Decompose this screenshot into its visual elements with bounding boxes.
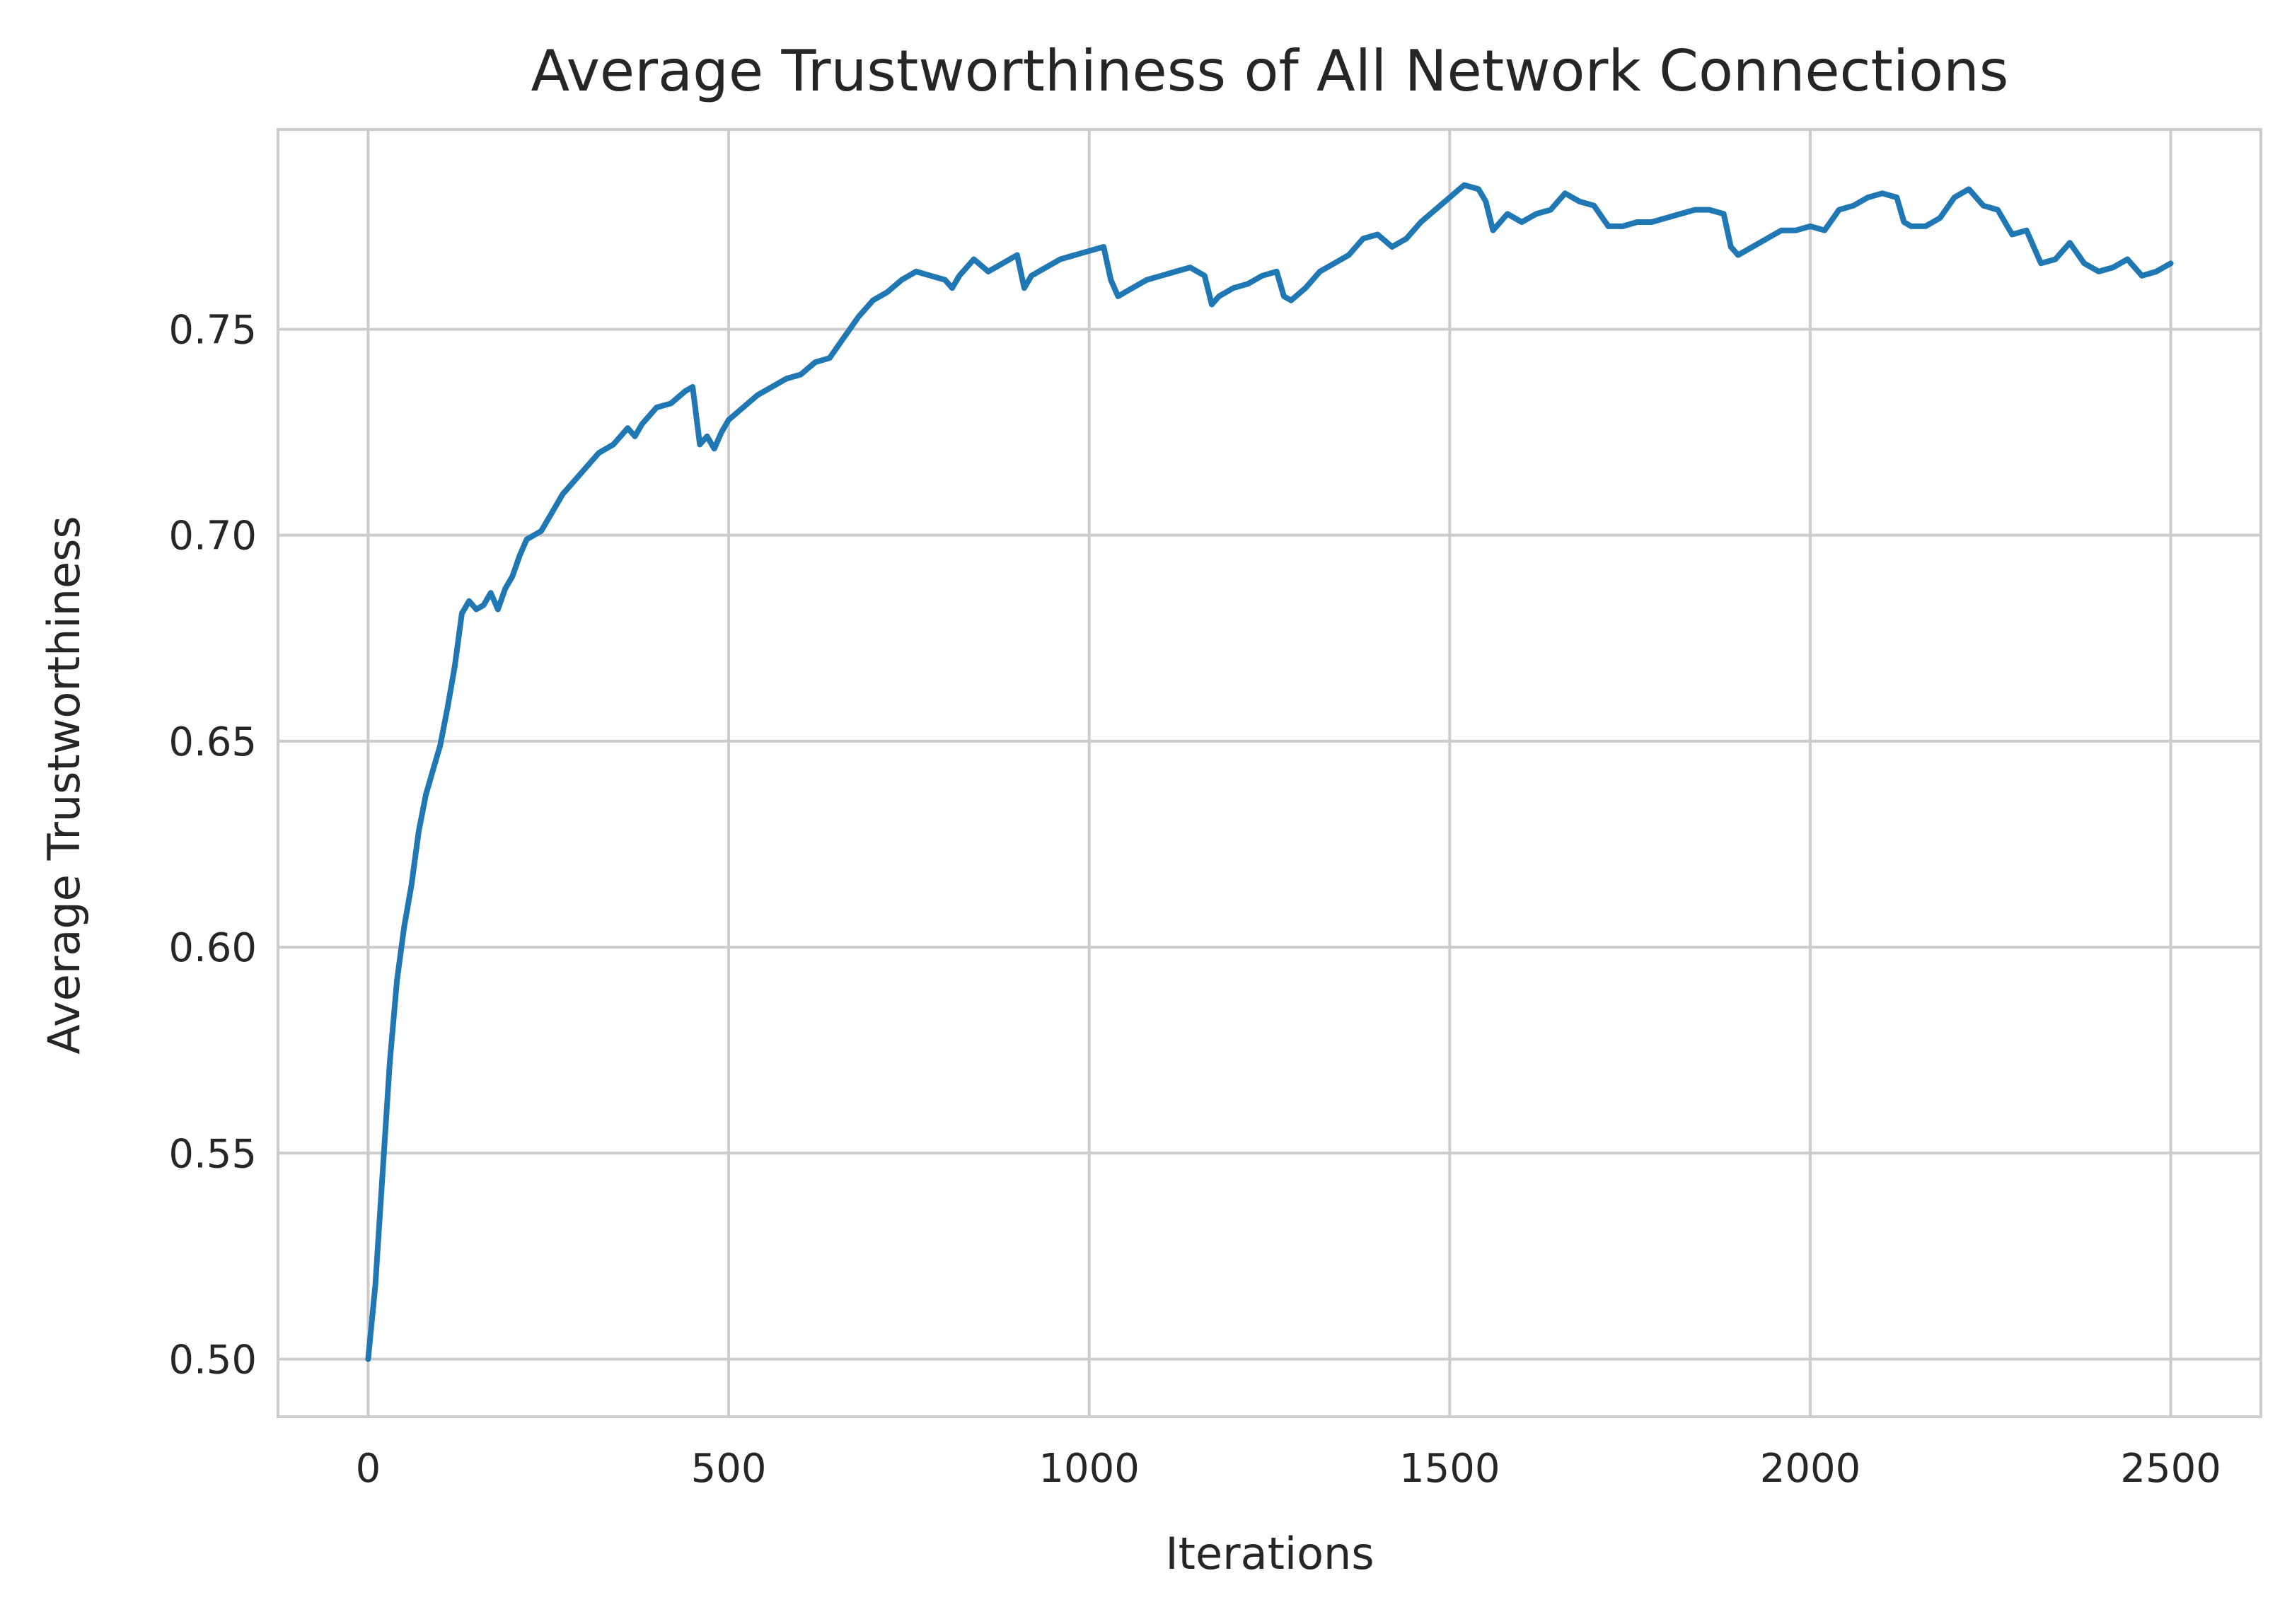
x-grid (366, 129, 2172, 1417)
y-tick-label: 0.60 (168, 925, 257, 971)
y-tick-labels: 0.50 0.55 0.60 0.65 0.70 0.75 (168, 307, 257, 1383)
x-tick-label: 2000 (1760, 1446, 1861, 1492)
chart-title: Average Trustworthiness of All Network C… (531, 38, 2009, 104)
series-line (365, 182, 2174, 1362)
y-axis-label: Average Trustworthiness (38, 516, 90, 1054)
y-tick-label: 0.50 (168, 1337, 257, 1383)
x-tick-label: 2500 (2120, 1446, 2221, 1492)
y-tick-label: 0.75 (168, 307, 257, 353)
y-tick-label: 0.55 (168, 1131, 257, 1177)
x-tick-label: 0 (356, 1446, 381, 1492)
x-tick-label: 1000 (1038, 1446, 1140, 1492)
x-tick-label: 500 (691, 1446, 767, 1492)
x-tick-label: 1500 (1399, 1446, 1500, 1492)
y-grid (278, 327, 2261, 1361)
x-tick-labels: 0 500 1000 1500 2000 2500 (356, 1446, 2221, 1492)
x-axis-label: Iterations (1165, 1528, 1374, 1579)
y-tick-label: 0.70 (168, 514, 257, 559)
plot-frame (277, 128, 2262, 1418)
y-tick-label: 0.65 (168, 719, 257, 765)
